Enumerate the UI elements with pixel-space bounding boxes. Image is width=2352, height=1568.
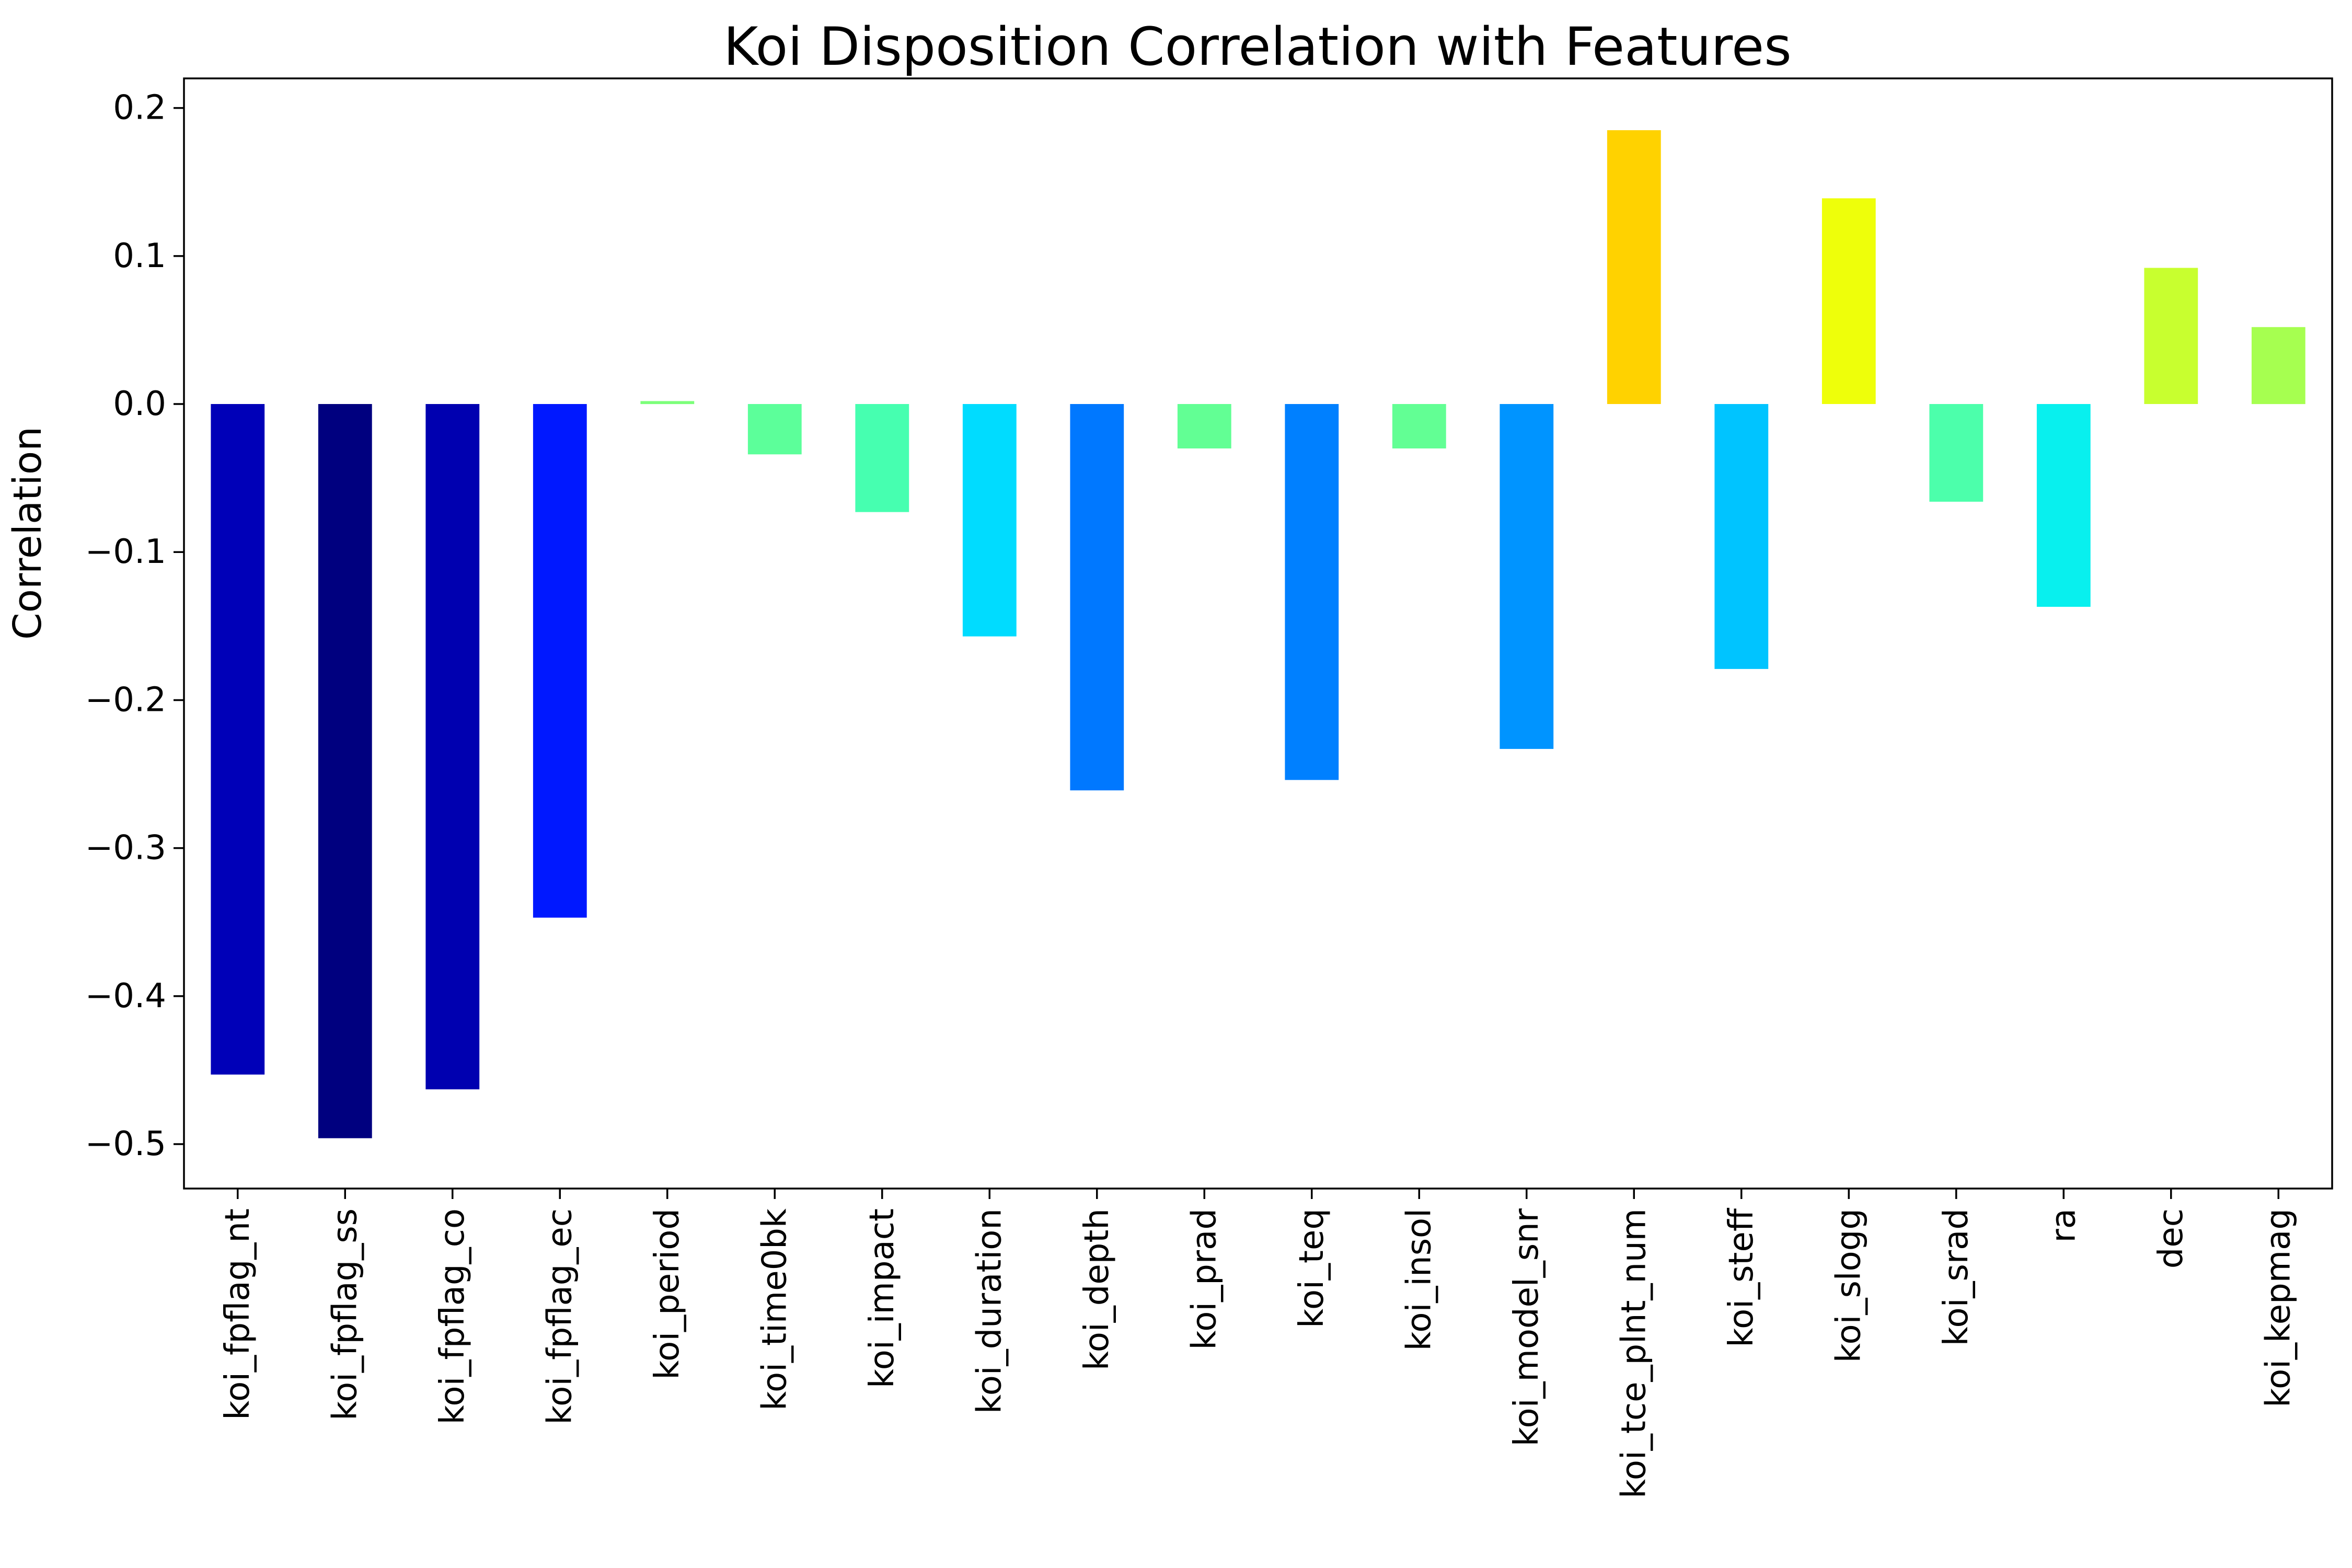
bar-koi_time0bk [747, 404, 802, 455]
x-tick-label: koi_teq [1293, 1208, 1331, 1328]
x-tick-label: koi_srad [1937, 1208, 1976, 1346]
y-tick-label: −0.1 [85, 533, 166, 571]
bar-koi_teq [1285, 404, 1339, 780]
bar-koi_insol [1392, 404, 1446, 448]
x-tick-label: koi_time0bk [755, 1208, 794, 1411]
x-tick-label: koi_duration [970, 1208, 1009, 1414]
bar-koi_srad [1929, 404, 1984, 502]
bar-koi_fpflag_co [425, 404, 480, 1090]
x-tick-label: dec [2152, 1208, 2190, 1269]
bar-koi_fpflag_ss [318, 404, 372, 1138]
bar-koi_steff [1714, 404, 1769, 669]
x-tick-label: koi_fpflag_ss [326, 1208, 364, 1421]
y-axis: 0.2 0.1 0.0 −0.1 −0.2 −0.3 −0.4 −0.5 [85, 89, 184, 1163]
bar-koi_impact [855, 404, 909, 512]
bar-koi_period [640, 401, 695, 405]
bar-koi_slogg [1821, 198, 1876, 404]
x-tick-label: koi_fpflag_nt [218, 1208, 257, 1420]
bar-koi_duration [962, 404, 1017, 637]
x-tick-label: koi_period [648, 1208, 687, 1380]
bar-koi_fpflag_nt [211, 404, 265, 1075]
y-tick-label: −0.4 [85, 977, 166, 1016]
x-tick-label: koi_fpflag_ec [540, 1208, 579, 1425]
y-axis-label: Correlation [5, 426, 50, 640]
y-tick-label: 0.0 [113, 385, 166, 423]
x-tick-label: koi_depth [1078, 1208, 1116, 1370]
x-tick-label: koi_tce_plnt_num [1615, 1208, 1653, 1498]
y-tick-label: 0.1 [113, 237, 166, 275]
y-tick-label: 0.2 [113, 89, 166, 128]
x-tick-label: koi_slogg [1829, 1208, 1868, 1363]
x-tick-label: koi_kepmag [2259, 1208, 2298, 1408]
y-tick-label: −0.2 [85, 681, 166, 719]
x-tick-label: koi_impact [863, 1208, 902, 1388]
bars-group [211, 130, 2305, 1138]
y-tick-label: −0.3 [85, 829, 166, 868]
x-axis: koi_fpflag_nt koi_fpflag_ss koi_fpflag_co k… [218, 1189, 2298, 1498]
x-tick-label: koi_fpflag_co [433, 1208, 472, 1424]
plot-frame [183, 77, 2333, 1190]
x-tick-label: koi_prad [1185, 1208, 1224, 1350]
bar-koi_prad [1177, 404, 1231, 448]
bar-koi_kepmag [2251, 327, 2305, 405]
bar-koi_depth [1070, 404, 1124, 791]
x-tick-label: koi_insol [1400, 1208, 1438, 1351]
bar-ra [2036, 404, 2091, 607]
chart-title: Koi Disposition Correlation with Feature… [723, 16, 1791, 77]
x-tick-label: ra [2044, 1208, 2083, 1243]
bar-dec [2144, 268, 2198, 404]
bar-koi_model_snr [1500, 404, 1554, 749]
bar-koi_fpflag_ec [533, 404, 587, 918]
bar-koi_tce_plnt_num [1607, 130, 1661, 405]
y-tick-label: −0.5 [85, 1125, 166, 1163]
x-tick-label: koi_steff [1722, 1207, 1761, 1347]
x-tick-label: koi_model_snr [1507, 1208, 1546, 1446]
